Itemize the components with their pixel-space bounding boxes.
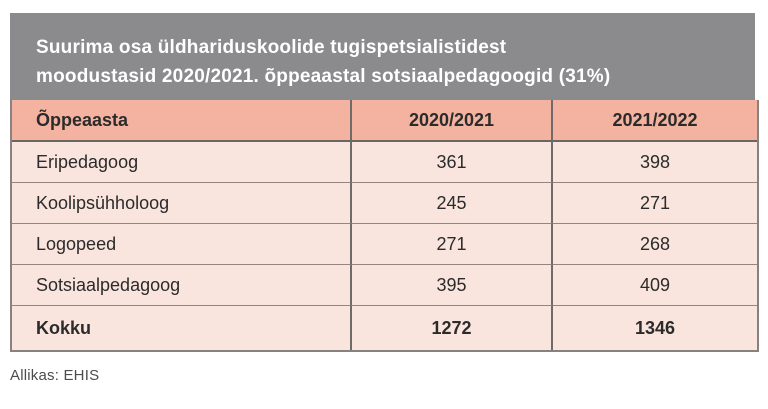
table-row-eripedagoog: Eripedagoog 361 398 [12,142,757,183]
row-label: Logopeed [12,224,352,265]
chart-title-line-1: Suurima osa üldhariduskoolide tugispetsi… [36,37,507,58]
chart-title-line-2: moodustasid 2020/2021. õppeaastal sotsia… [36,66,611,87]
value-2021-2022: 271 [553,183,757,224]
table-row-sotsiaalpedagoog: Sotsiaalpedagoog 395 409 [12,265,757,306]
infographic: Suurima osa üldhariduskoolide tugispetsi… [10,13,759,384]
column-header-oppeaasta: Õppeaasta [12,100,352,142]
value-2021-2022: 409 [553,265,757,306]
row-label: Sotsiaalpedagoog [12,265,352,306]
total-label: Kokku [12,306,352,350]
row-label: Koolipsühholoog [12,183,352,224]
value-2021-2022: 398 [553,142,757,183]
value-2020-2021: 271 [352,224,553,265]
chart-title-block: Suurima osa üldhariduskoolide tugispetsi… [10,13,755,100]
value-2020-2021: 395 [352,265,553,306]
source-attribution: Allikas: EHIS [10,367,100,384]
value-2021-2022: 268 [553,224,757,265]
table-row-koolipsuhholoog: Koolipsühholoog 245 271 [12,183,757,224]
value-2020-2021: 245 [352,183,553,224]
table-header-row: Õppeaasta 2020/2021 2021/2022 [12,100,757,142]
total-value-2021-2022: 1346 [634,317,676,338]
table-row-total-kokku: Kokku 1272 1346 [12,306,757,350]
column-header-2021-2022: 2021/2022 [553,100,757,142]
data-table: Õppeaasta 2020/2021 2021/2022 Eripedagoo… [10,100,759,352]
value-2020-2021: 361 [352,142,553,183]
column-header-2020-2021: 2020/2021 [352,100,553,142]
row-label: Eripedagoog [12,142,352,183]
total-value-2020-2021: 1272 [352,306,553,350]
table-row-logopeed: Logopeed 271 268 [12,224,757,265]
